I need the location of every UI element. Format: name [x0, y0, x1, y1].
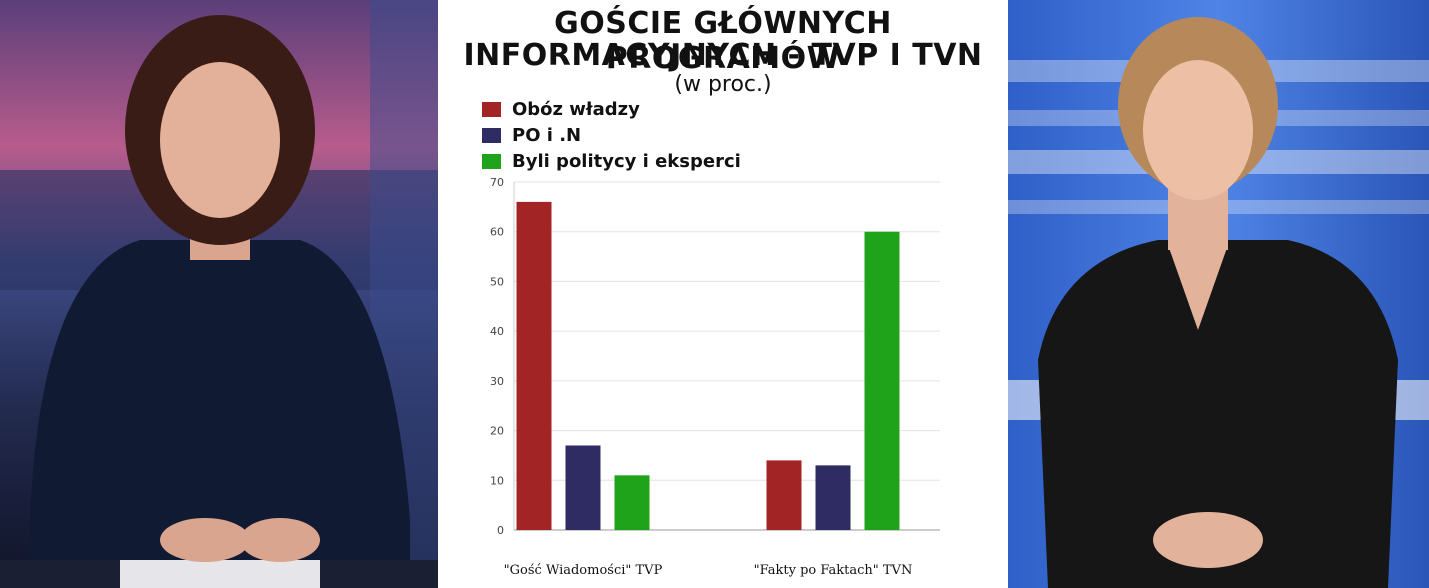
bar: [565, 445, 601, 530]
x-category-label: "Fakty po Faktach" TVN: [754, 563, 913, 578]
legend-swatch: [482, 153, 501, 169]
y-tick-label: 40: [490, 325, 504, 338]
legend-item-po-i-n: PO i .N: [482, 122, 741, 148]
legend-label: PO i .N: [512, 124, 582, 146]
right-anchor-photo: [1008, 0, 1429, 588]
bar: [516, 201, 552, 530]
legend-swatch: [482, 101, 501, 117]
legend-item-byli-politycy: Byli politycy i eksperci: [482, 148, 741, 174]
y-tick-label: 30: [490, 375, 504, 388]
y-tick-label: 50: [490, 275, 504, 288]
bar: [766, 460, 802, 530]
news-anchor-photo-icon: [1008, 0, 1429, 588]
y-tick-label: 20: [490, 425, 504, 438]
x-category-label: "Gość Wiadomości" TVP: [504, 563, 663, 578]
y-tick-label: 70: [490, 176, 504, 189]
legend-label: Obóz władzy: [512, 98, 640, 120]
bar: [815, 465, 851, 530]
chart-panel: GOŚCIE GŁÓWNYCH PROGRAMÓW INFORMACYJNYCH…: [438, 0, 1008, 588]
y-tick-label: 10: [490, 474, 504, 487]
chart-title-line-2: INFORMACYJNYCH - TVP I TVN: [463, 38, 983, 73]
news-anchor-photo-icon: [0, 0, 438, 588]
chart-title-line-1: GOŚCIE GŁÓWNYCH PROGRAMÓW: [554, 6, 892, 76]
bar-chart: 0 10 20 30 40 50 60 70 "Gość Wiadomości" TVP "Fak…: [490, 176, 940, 578]
legend-label: Byli politycy i eksperci: [512, 150, 741, 172]
legend-item-oboz-wladzy: Obóz władzy: [482, 96, 741, 122]
chart-subtitle: (w proc.): [674, 72, 772, 97]
y-tick-label: 0: [497, 524, 504, 537]
bar: [614, 475, 650, 530]
bar: [864, 231, 900, 530]
legend-swatch: [482, 127, 501, 143]
left-anchor-photo: [0, 0, 438, 588]
chart-legend: Obóz władzy PO i .N Byli politycy i eksp…: [482, 96, 741, 174]
y-tick-label: 60: [490, 226, 504, 239]
